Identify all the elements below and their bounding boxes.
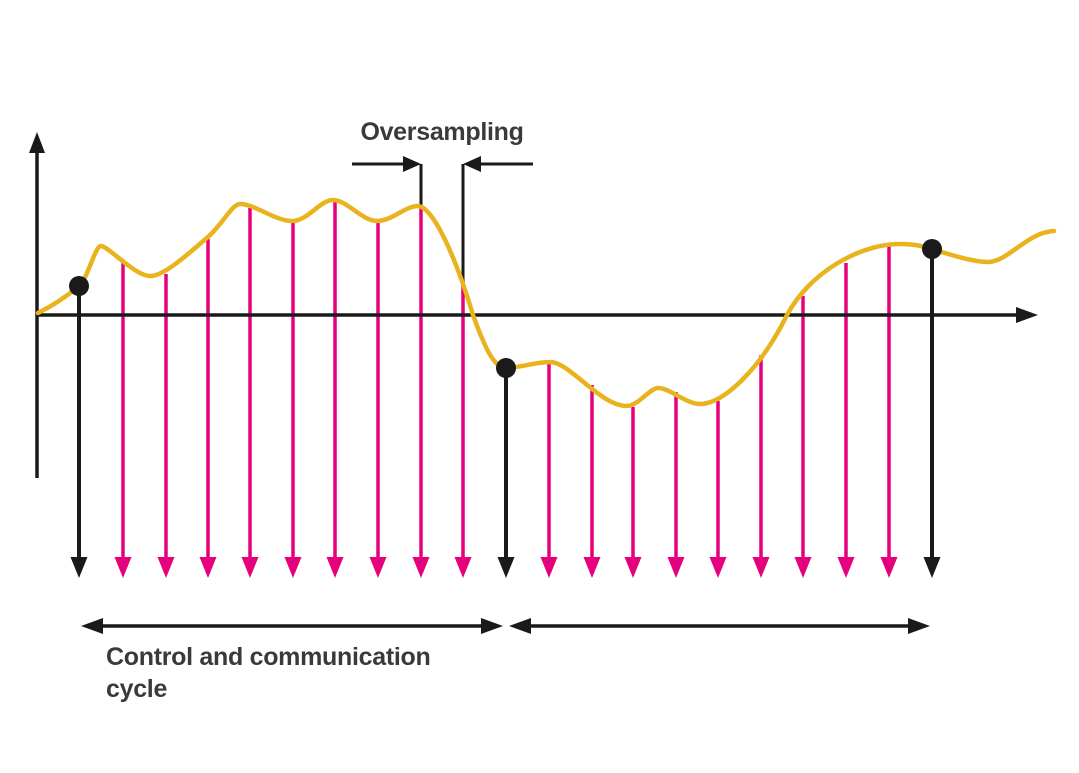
cycle-sample-arrow-head bbox=[497, 557, 515, 578]
cycle-sample-arrow-head bbox=[70, 557, 88, 578]
sample-arrow-head bbox=[752, 557, 770, 578]
sample-arrow-head bbox=[114, 557, 132, 578]
cycle-span-right-arrowhead-2 bbox=[908, 618, 930, 634]
sample-arrow-head bbox=[794, 557, 812, 578]
cycle-span-right-arrowhead-1 bbox=[481, 618, 503, 634]
sample-arrow-head bbox=[837, 557, 855, 578]
sample-arrow-head bbox=[157, 557, 175, 578]
sample-arrow-head bbox=[540, 557, 558, 578]
sample-arrow-head bbox=[284, 557, 302, 578]
analog-signal-curve bbox=[35, 197, 1057, 409]
sample-arrow-head bbox=[412, 557, 430, 578]
sample-arrow-head bbox=[880, 557, 898, 578]
sample-arrow-head bbox=[326, 557, 344, 578]
cycle-sample-dot bbox=[922, 239, 942, 259]
sample-arrow-head bbox=[369, 557, 387, 578]
oversampling-label: Oversampling bbox=[360, 118, 524, 146]
y-axis-arrowhead bbox=[29, 132, 45, 153]
sample-arrow-head bbox=[454, 557, 472, 578]
sample-arrow-head bbox=[583, 557, 601, 578]
cycle-span-left-arrowhead-2 bbox=[509, 618, 531, 634]
oversampling-right-arrowhead bbox=[463, 156, 481, 172]
x-axis-arrowhead bbox=[1016, 307, 1038, 323]
cycle-span-left-arrowhead-1 bbox=[81, 618, 103, 634]
oversampling-left-arrowhead bbox=[403, 156, 421, 172]
cycle-label-line1: Control and communication bbox=[106, 643, 431, 671]
cycle-sample-dot bbox=[496, 358, 516, 378]
sample-arrow-head bbox=[241, 557, 259, 578]
sample-arrow-head bbox=[199, 557, 217, 578]
sample-arrow-head bbox=[624, 557, 642, 578]
cycle-label-line2: cycle bbox=[106, 675, 168, 703]
cycle-sample-dot bbox=[69, 276, 89, 296]
sample-arrow-head bbox=[667, 557, 685, 578]
cycle-sample-arrow-head bbox=[923, 557, 941, 578]
cycle-label: Control and communication cycle bbox=[106, 641, 466, 705]
sample-arrow-head bbox=[709, 557, 727, 578]
